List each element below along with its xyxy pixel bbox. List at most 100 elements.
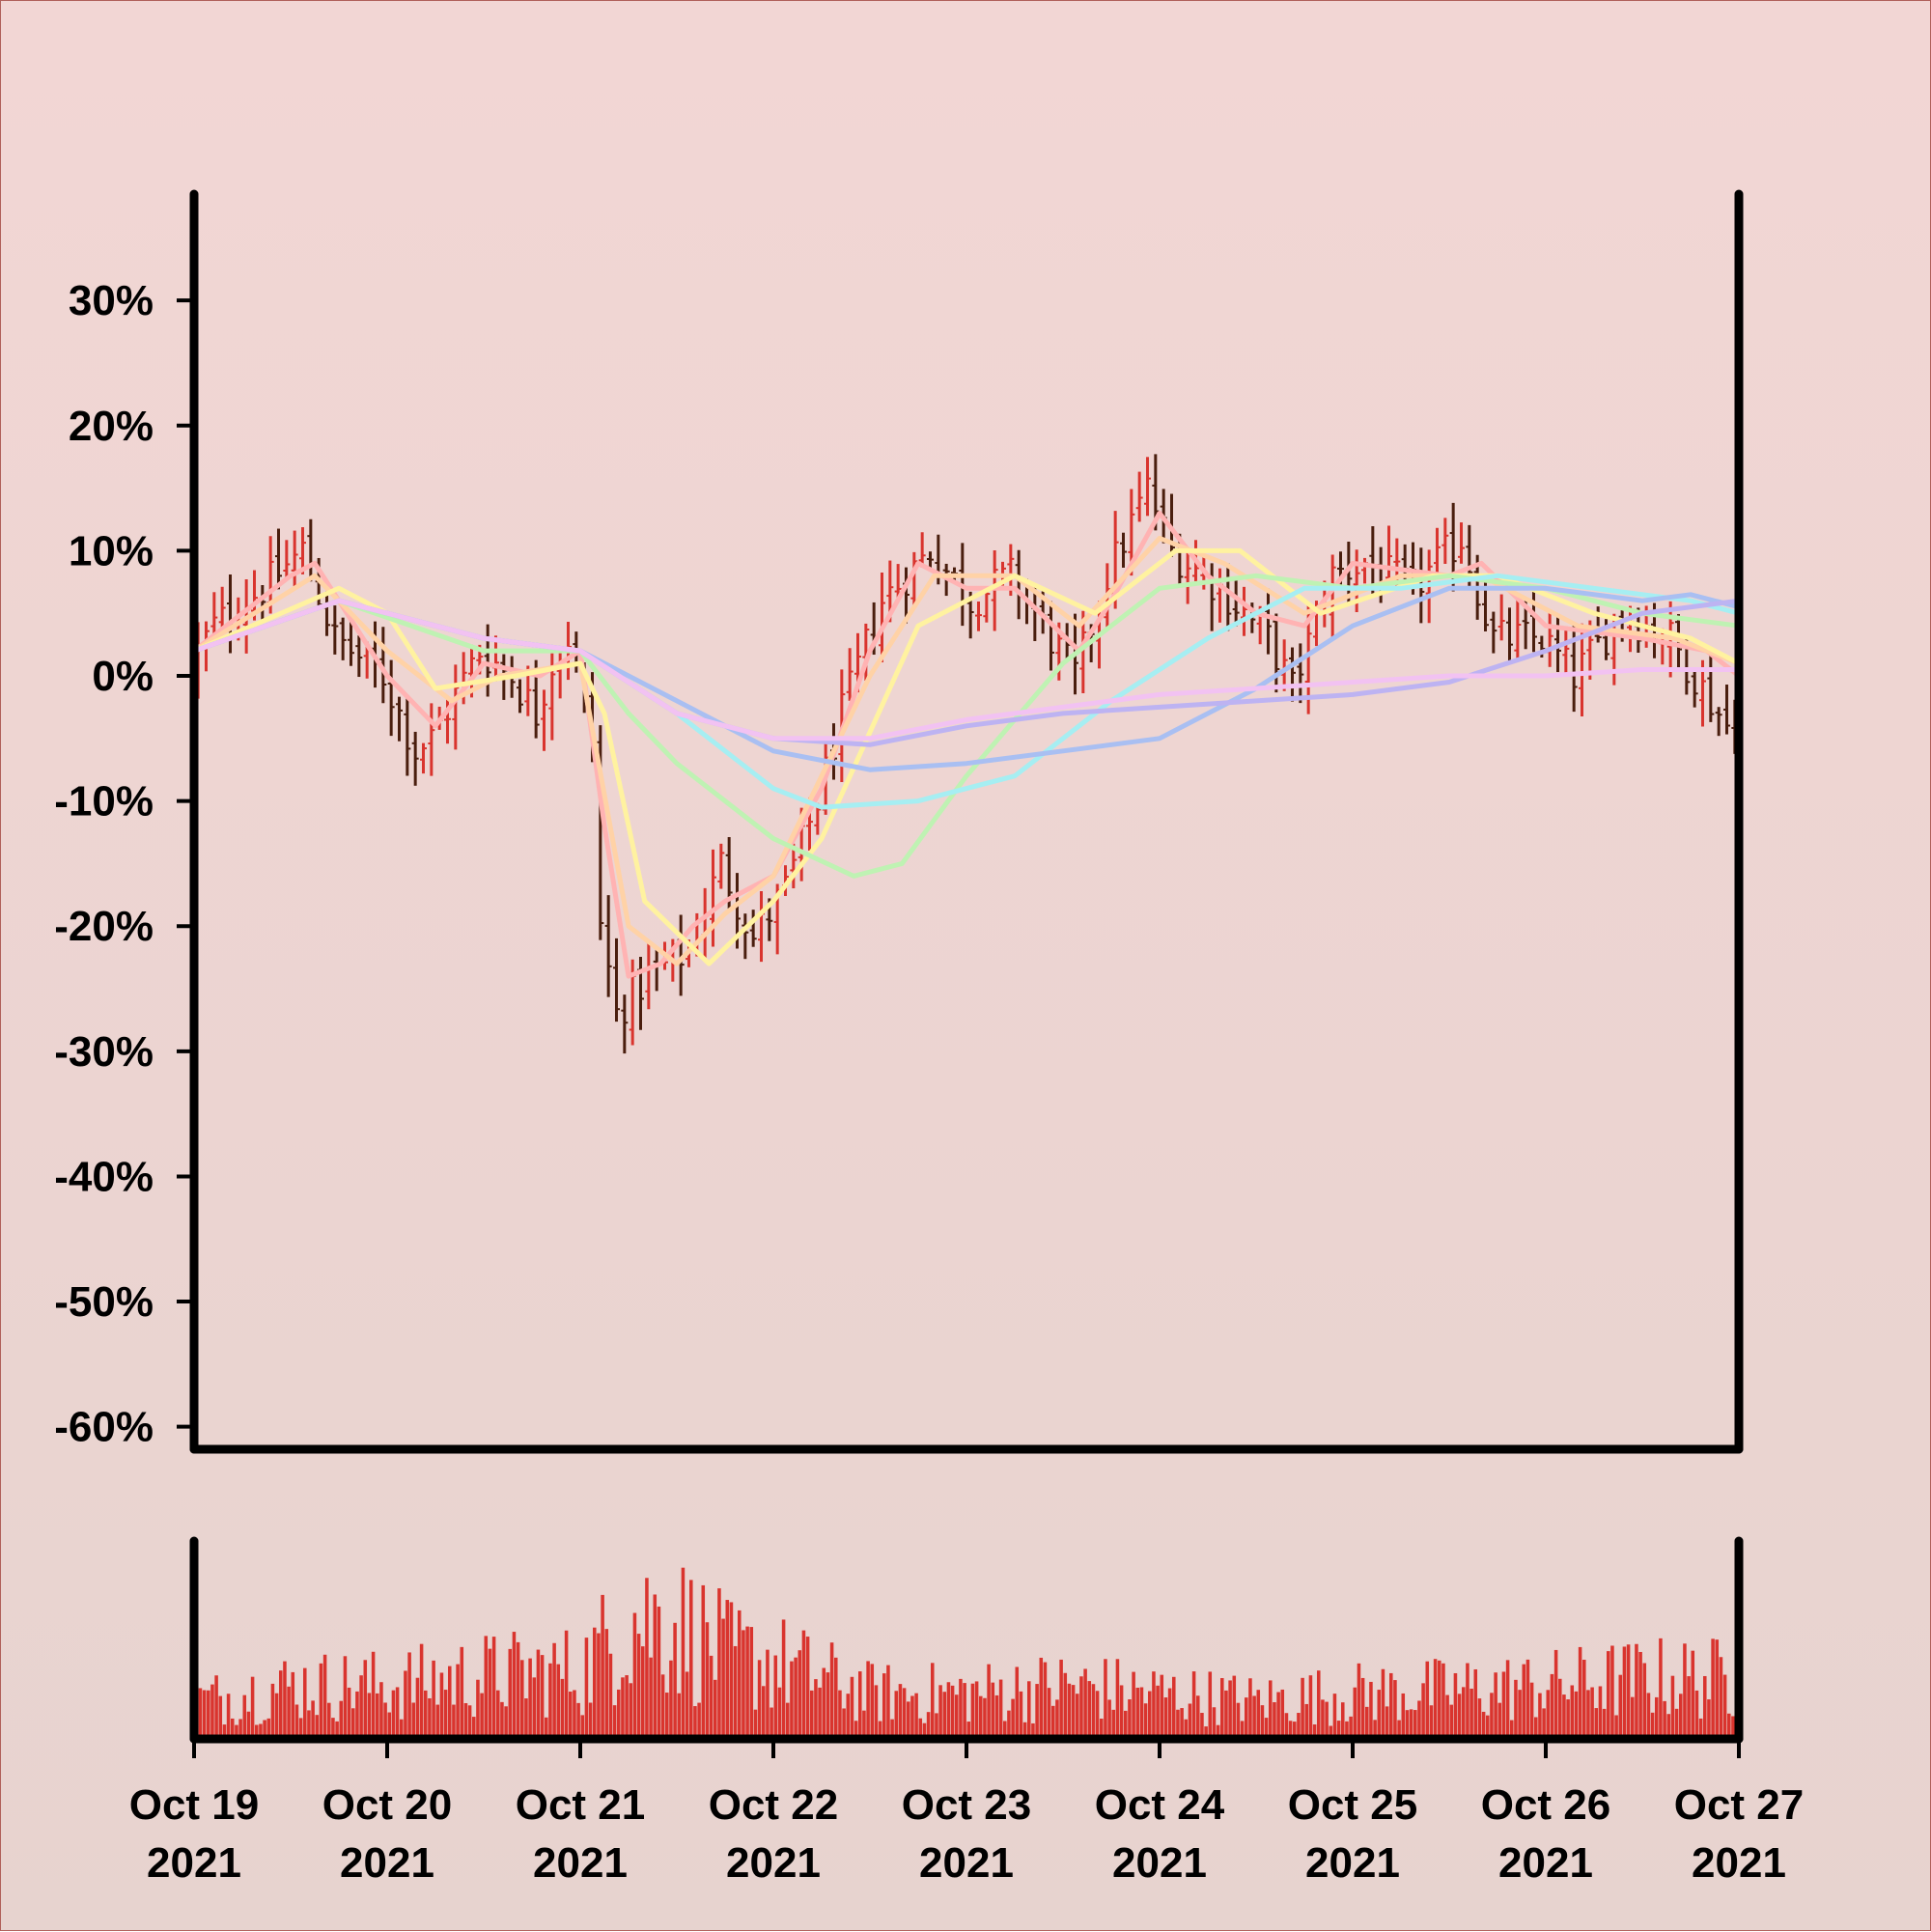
ohlc-bar xyxy=(1554,614,1561,673)
volume-bar xyxy=(387,1712,392,1739)
volume-bar xyxy=(1357,1663,1361,1739)
volume-bar xyxy=(709,1655,714,1739)
ohlc-bar xyxy=(894,564,902,599)
ohlc-bar xyxy=(428,703,435,776)
volume-bar xyxy=(520,1660,524,1739)
volume-bar xyxy=(270,1683,275,1739)
volume-bar xyxy=(210,1684,214,1739)
volume-bar xyxy=(1401,1693,1406,1739)
volume-bar xyxy=(653,1594,658,1739)
volume-bar xyxy=(729,1602,734,1739)
volume-bar xyxy=(1284,1713,1289,1739)
volume-bar xyxy=(327,1702,331,1739)
volume-bar xyxy=(733,1645,738,1739)
volume-bar xyxy=(862,1710,866,1739)
price-bars xyxy=(194,454,1739,1054)
volume-bar xyxy=(556,1664,561,1739)
volume-bar xyxy=(1312,1724,1317,1739)
volume-bar xyxy=(379,1682,383,1739)
y-tick-label: -40% xyxy=(54,1153,154,1200)
ohlc-bar xyxy=(323,591,330,636)
volume-bar xyxy=(801,1630,806,1739)
x-axis-ticks: Oct 19 2021 Oct 20 2021 Oct 21 2021 Oct 22 2021… xyxy=(129,1739,1805,1887)
ohlc-bar xyxy=(1361,557,1368,584)
x-tick-label-date: Oct 19 xyxy=(129,1781,260,1829)
volume-bar xyxy=(383,1702,387,1739)
volume-bar xyxy=(974,1681,979,1739)
ohlc-bar xyxy=(1691,670,1698,708)
volume-bar xyxy=(1525,1659,1530,1739)
volume-bar xyxy=(1518,1690,1522,1739)
volume-bar xyxy=(1107,1699,1111,1739)
volume-bar xyxy=(994,1694,999,1739)
ohlc-bar xyxy=(879,572,885,662)
volume-bar xyxy=(1191,1671,1196,1739)
volume-bar xyxy=(1638,1651,1642,1739)
y-tick-label: 0% xyxy=(92,653,154,700)
volume-bar xyxy=(1204,1726,1208,1739)
volume-bar xyxy=(1727,1713,1731,1739)
ohlc-bar xyxy=(348,616,354,666)
volume-bar xyxy=(1607,1651,1610,1739)
volume-bar xyxy=(922,1722,927,1739)
volume-bar xyxy=(790,1661,794,1739)
volume-bar xyxy=(428,1697,432,1739)
y-tick-label: 10% xyxy=(69,527,154,574)
ohlc-bar xyxy=(1224,563,1232,631)
volume-bar xyxy=(1341,1702,1345,1739)
volume-bar xyxy=(1007,1710,1011,1739)
volume-bar xyxy=(1385,1706,1389,1739)
volume-bar xyxy=(1180,1708,1184,1739)
volume-bar xyxy=(1550,1673,1554,1739)
ohlc-bar xyxy=(1048,601,1054,671)
volume-bar xyxy=(1022,1722,1027,1739)
volume-bar xyxy=(298,1718,303,1739)
ohlc-bar xyxy=(218,586,226,634)
ohlc-bar xyxy=(1707,648,1715,722)
volume-bar xyxy=(1176,1709,1180,1739)
volume-bar xyxy=(822,1667,826,1739)
volume-bar xyxy=(1542,1708,1546,1739)
x-tick-label-date: Oct 27 xyxy=(1674,1781,1805,1829)
volume-bar xyxy=(1232,1675,1237,1739)
volume-bar xyxy=(443,1690,448,1739)
volume-bar xyxy=(685,1671,689,1739)
y-tick-label: -20% xyxy=(54,903,154,950)
volume-bar xyxy=(1132,1671,1135,1739)
volume-bar xyxy=(1196,1695,1200,1739)
ohlc-bar xyxy=(1393,538,1401,589)
volume-bar xyxy=(460,1646,464,1739)
volume-bar xyxy=(601,1594,604,1739)
x-tick-label-date: Oct 24 xyxy=(1095,1781,1225,1829)
volume-bar xyxy=(1582,1660,1586,1739)
volume-bar xyxy=(1288,1721,1293,1739)
volume-bar xyxy=(1635,1643,1638,1739)
volume-bar xyxy=(1273,1702,1276,1739)
x-tick-label-date: Oct 26 xyxy=(1481,1781,1611,1829)
volume-bar xyxy=(1297,1713,1301,1739)
volume-bar xyxy=(407,1652,411,1739)
volume-bar xyxy=(1220,1678,1224,1739)
volume-bar xyxy=(1534,1717,1538,1739)
volume-bar xyxy=(347,1687,351,1739)
volume-bar xyxy=(484,1636,489,1739)
volume-bar xyxy=(1462,1687,1466,1739)
ohlc-bar xyxy=(556,647,564,699)
volume-bar xyxy=(1522,1664,1526,1739)
volume-bar xyxy=(770,1707,773,1739)
volume-bar xyxy=(359,1675,363,1739)
volume-bar xyxy=(1091,1684,1096,1739)
volume-bar xyxy=(766,1649,770,1739)
volume-bar xyxy=(966,1722,971,1739)
x-tick-label-year: 2021 xyxy=(1112,1839,1207,1887)
volume-bar xyxy=(263,1720,266,1739)
volume-bar xyxy=(1236,1702,1241,1739)
y-tick-label: -10% xyxy=(54,778,154,826)
x-tick-label-date: Oct 22 xyxy=(709,1781,839,1829)
volume-bar xyxy=(608,1653,613,1739)
volume-bar xyxy=(488,1648,492,1739)
ohlc-bar xyxy=(299,527,306,574)
ohlc-bar xyxy=(307,518,315,582)
ohlc-bar xyxy=(1015,549,1022,620)
